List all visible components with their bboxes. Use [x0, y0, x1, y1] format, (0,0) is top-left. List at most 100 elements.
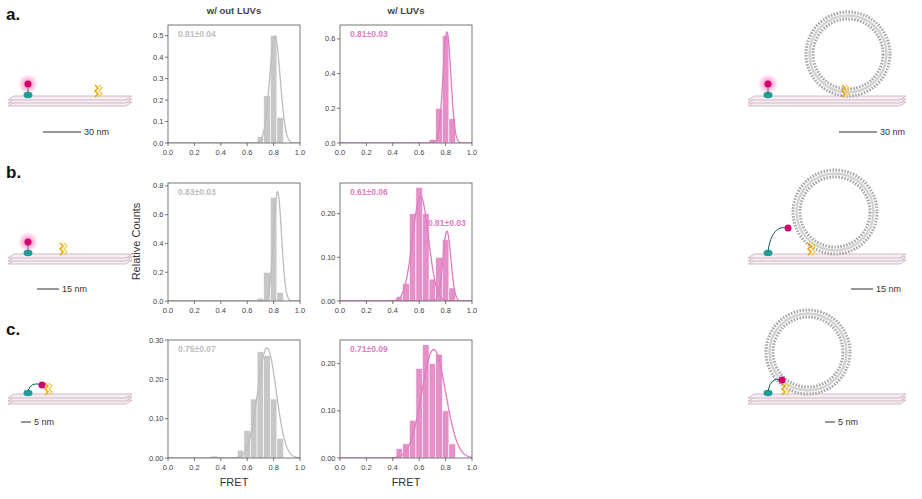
histogram-panel: 0.00.20.40.60.00.20.40.60.81.0w/ LUVs0.8…: [325, 5, 477, 157]
y-tick: [165, 301, 168, 302]
x-tick: [168, 301, 169, 304]
bar: [270, 197, 277, 301]
acceptor-dye: [64, 243, 67, 255]
x-tick-label: 0.6: [414, 148, 424, 157]
scale-bar: [21, 422, 31, 423]
x-tick-label: 0.6: [414, 463, 424, 472]
acceptor-dye: [808, 243, 811, 255]
scale-label: 15 nm: [62, 284, 87, 294]
y-tick: [337, 143, 340, 144]
x-tick: [194, 301, 195, 304]
fit-curve: [168, 348, 300, 458]
y-tick-label: 0.10: [149, 414, 164, 423]
histogram-panel: 0.00.20.40.60.80.00.20.40.60.81.00.83±0.…: [153, 181, 305, 314]
plot-area: [168, 348, 300, 458]
bar: [277, 117, 284, 143]
donor-glow: [18, 232, 38, 252]
x-tick: [247, 458, 248, 461]
bar: [264, 356, 271, 458]
x-tick-label: 0.4: [216, 306, 226, 315]
y-tick: [165, 340, 168, 341]
vesicle-outer-leaflet: [793, 170, 877, 254]
x-tick: [472, 301, 473, 304]
x-tick: [194, 143, 195, 146]
fit-curve: [340, 349, 472, 458]
column-title: w/ out LUVs: [206, 5, 261, 16]
panel-letter: a.: [6, 5, 20, 24]
x-tick: [247, 143, 248, 146]
x-tick: [220, 458, 221, 461]
acceptor-dye: [782, 383, 785, 395]
y-tick: [337, 38, 340, 39]
y-tick-label: 0.1: [153, 117, 163, 126]
bar: [429, 364, 436, 458]
y-tick-label: 0.4: [153, 53, 163, 62]
scale-bar: [825, 422, 835, 423]
y-tick: [165, 418, 168, 419]
y-tick-label: 0.20: [149, 375, 164, 384]
scale-label: 15 nm: [876, 284, 901, 294]
y-tick-label: 0.0: [153, 139, 163, 148]
fit-annotation: 0.83±0.03: [178, 187, 216, 197]
plot-area: [168, 192, 300, 301]
plot-frame: [168, 25, 300, 143]
bar: [403, 284, 410, 301]
x-tick-label: 0.8: [440, 148, 450, 157]
x-tick-label: 0.2: [189, 463, 199, 472]
x-tick: [168, 458, 169, 461]
histogram-panel: 0.000.100.200.300.00.20.40.60.81.0FRET0.…: [149, 336, 305, 488]
y-tick: [165, 458, 168, 459]
y-tick-label: 0.4: [325, 69, 335, 78]
histogram-panel: 0.000.100.200.00.20.40.60.81.00.61±0.060…: [321, 183, 477, 315]
layered-sheet: [748, 254, 906, 264]
vesicle-inner-leaflet: [800, 177, 870, 247]
y-tick-label: 0.00: [321, 454, 336, 463]
x-tick-label: 0.2: [361, 306, 371, 315]
acceptor-dye: [99, 85, 102, 97]
x-tick: [194, 458, 195, 461]
panel-letter: c.: [6, 320, 20, 339]
y-tick-label: 0.20: [321, 359, 336, 368]
y-tick-label: 0.2: [325, 104, 335, 113]
scale-label: 5 nm: [838, 417, 858, 427]
fit-curve: [340, 32, 472, 143]
acceptor-dye: [842, 85, 845, 97]
y-tick: [165, 272, 168, 273]
bar: [277, 292, 284, 301]
x-tick-label: 1.0: [295, 463, 305, 472]
x-tick: [472, 458, 473, 461]
x-tick-label: 1.0: [467, 463, 477, 472]
plot-frame: [340, 340, 472, 458]
x-tick-label: 1.0: [467, 148, 477, 157]
scale-bar: [851, 289, 873, 290]
histogram-panel: 0.00.10.20.30.40.50.00.20.40.60.81.0w/ o…: [153, 5, 305, 157]
x-tick-label: 0.8: [268, 148, 278, 157]
x-tick-label: 0.0: [163, 148, 173, 157]
x-tick-label: 1.0: [295, 306, 305, 315]
donor-glow: [758, 74, 778, 94]
y-tick: [337, 213, 340, 214]
y-tick: [337, 73, 340, 74]
fit-annotation: 0.71±0.09: [350, 344, 388, 354]
bar: [449, 444, 456, 458]
x-tick-label: 0.0: [163, 463, 173, 472]
x-tick-label: 0.2: [189, 148, 199, 157]
fit-curve: [340, 231, 472, 301]
scale-label: 30 nm: [880, 127, 905, 137]
vesicle-outer-leaflet: [806, 12, 890, 96]
y-axis-title: Relative Counts: [130, 202, 142, 280]
x-tick-label: 0.2: [361, 148, 371, 157]
bar: [416, 368, 423, 458]
x-tick-label: 0.0: [335, 306, 345, 315]
x-tick: [168, 143, 169, 146]
donor-glow: [18, 74, 38, 94]
y-tick-label: 0.00: [321, 297, 336, 306]
x-tick: [273, 301, 274, 304]
x-tick: [419, 458, 420, 461]
x-axis-title: FRET: [392, 476, 421, 488]
y-tick-label: 0.10: [321, 406, 336, 415]
y-tick: [165, 143, 168, 144]
panel-letter: b.: [6, 163, 21, 182]
scale-bar: [839, 132, 877, 133]
fit-curve: [168, 36, 300, 143]
